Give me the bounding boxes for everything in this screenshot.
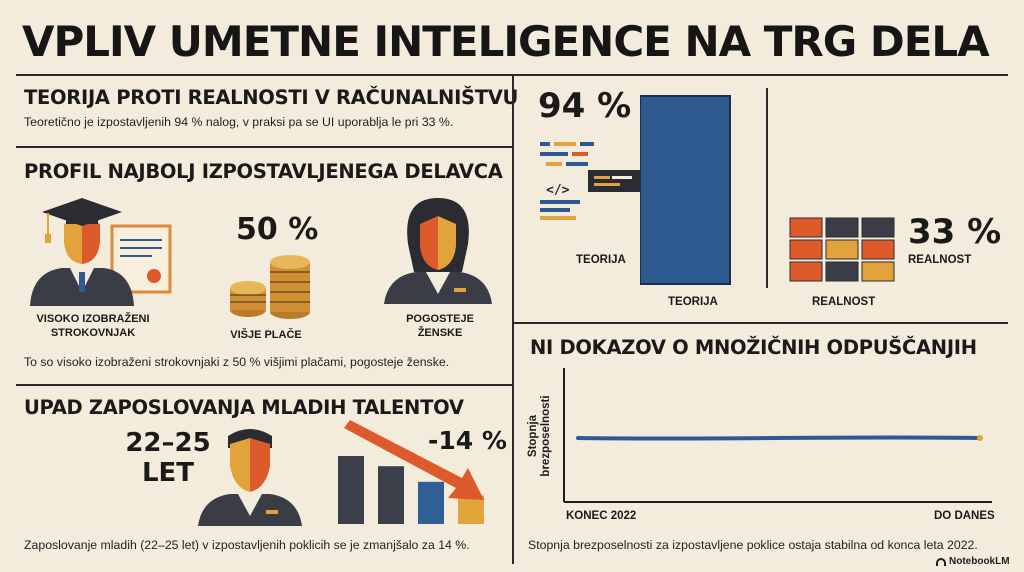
bar-reality-tile	[861, 239, 895, 260]
profile-percent: 50 %	[236, 212, 319, 247]
bar-reality-tile	[825, 261, 859, 282]
layoffs-ylabel: Stopnja brezposelnosti	[527, 395, 552, 477]
youth-bar	[458, 495, 484, 524]
bar-reality-tile	[861, 261, 895, 282]
youth-change: -14 %	[428, 426, 507, 455]
profile-label-salary: VIŠJE PLAČE	[230, 329, 302, 341]
theory-reality-chart	[640, 92, 910, 286]
notebook-icon	[936, 557, 946, 566]
reality-value: 33 %	[908, 212, 1002, 252]
x-start-label: KONEC 2022	[566, 510, 637, 522]
woman-icon	[380, 194, 496, 306]
youth-decline-chart	[334, 420, 494, 526]
chart-divider	[766, 88, 768, 288]
line-endpoint	[977, 435, 983, 441]
youth-heading: UPAD ZAPOSLOVANJA MLADIH TALENTOV	[24, 396, 464, 419]
bar-reality-tile	[789, 239, 823, 260]
decline-arrow	[344, 420, 484, 500]
youth-bar	[338, 456, 364, 524]
coins-icon	[228, 254, 314, 320]
code-icon: </>	[540, 140, 644, 220]
layoffs-caption: Stopnja brezposelnosti za izpostavljene …	[528, 538, 978, 552]
x-end-label: DO DANES	[934, 510, 995, 522]
section-divider	[16, 384, 512, 386]
chart-x-label-reality: REALNOST	[812, 296, 876, 308]
unemployment-line	[576, 435, 982, 441]
section-divider	[512, 322, 1008, 324]
theory-value: 94 %	[538, 86, 632, 126]
profile-label-women: POGOSTEJE ŽENSKE	[406, 313, 474, 339]
profile-label-educated: VISOKO IZOBRAŽENI STROKOVNJAK	[36, 313, 150, 339]
brand-text: NotebookLM	[949, 556, 1010, 567]
reality-side-label: REALNOST	[908, 254, 972, 266]
theory-side-label: TEORIJA	[576, 254, 626, 266]
bar-reality-tile	[789, 217, 823, 238]
column-divider	[512, 74, 514, 564]
youth-bar	[418, 481, 444, 524]
theory-caption: Teoretično je izpostavljenih 94 % nalog,…	[24, 115, 454, 129]
svg-text:</>: </>	[546, 183, 570, 198]
youth-age: 22–25 LET	[125, 428, 211, 488]
page-title: VPLIV UMETNE INTELIGENCE NA TRG DELA	[22, 17, 990, 66]
bar-reality-tile	[825, 239, 859, 260]
bar-theory	[640, 95, 731, 285]
young-person-icon	[196, 422, 306, 528]
section-divider	[16, 146, 512, 148]
layoffs-line-chart	[556, 366, 996, 506]
youth-bar	[378, 466, 404, 524]
chart-x-label-theory: TEORIJA	[668, 296, 718, 308]
brand-logo: NotebookLM	[936, 556, 1010, 567]
layoffs-heading: NI DOKAZOV O MNOŽIČNIH ODPUŠČANJIH	[530, 336, 977, 359]
profile-caption: To so visoko izobraženi strokovnjaki z 5…	[24, 355, 450, 369]
bar-reality-tile	[825, 217, 859, 238]
youth-caption: Zaposlovanje mladih (22–25 let) v izpost…	[24, 538, 470, 552]
bar-reality-tile	[789, 261, 823, 282]
bar-reality-tile	[861, 217, 895, 238]
profile-heading: PROFIL NAJBOLJ IZPOSTAVLJENEGA DELAVCA	[24, 160, 503, 183]
theory-heading: TEORIJA PROTI REALNOSTI V RAČUNALNIŠTVU	[24, 86, 519, 109]
graduate-icon	[26, 196, 176, 308]
